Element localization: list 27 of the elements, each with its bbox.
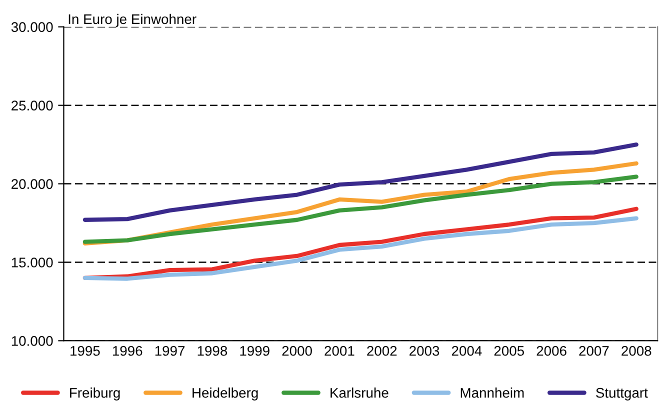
line-series — [82, 174, 638, 244]
legend-label: Karlsruhe — [330, 388, 388, 398]
legend-label: Mannheim — [460, 388, 524, 398]
x-tick-label: 1999 — [240, 346, 270, 356]
y-tick-label: 30.000 — [11, 22, 53, 32]
x-tick-label: 1998 — [198, 346, 228, 356]
y-tick-label: 15.000 — [12, 258, 53, 268]
x-tick-label: 2003 — [410, 346, 440, 356]
x-tick-label: 1996 — [112, 346, 142, 356]
legend-label: Stuttgart — [596, 388, 648, 400]
x-tick-label: 1995 — [70, 346, 100, 356]
legend-label: Freiburg — [70, 388, 120, 400]
x-tick-label: 2002 — [367, 346, 397, 356]
x-tick-label: 2007 — [579, 346, 609, 356]
x-tick-label: 2004 — [452, 346, 482, 356]
y-tick-label: 25.000 — [12, 100, 53, 110]
y-tick-label: 20.000 — [12, 179, 53, 189]
x-tick-label: 1997 — [155, 346, 185, 356]
x-tick-label: 2005 — [494, 346, 524, 356]
legend-label: Heidelberg — [192, 388, 258, 400]
x-tick-label: 2001 — [324, 346, 354, 356]
x-tick-label: 2006 — [536, 346, 566, 356]
x-tick-label: 2008 — [622, 346, 652, 356]
line-series — [82, 142, 638, 222]
x-tick-label: 2000 — [282, 346, 312, 356]
y-axis-title: In Euro je Einwohner — [68, 14, 196, 27]
y-tick-label: 10.000 — [12, 336, 53, 346]
